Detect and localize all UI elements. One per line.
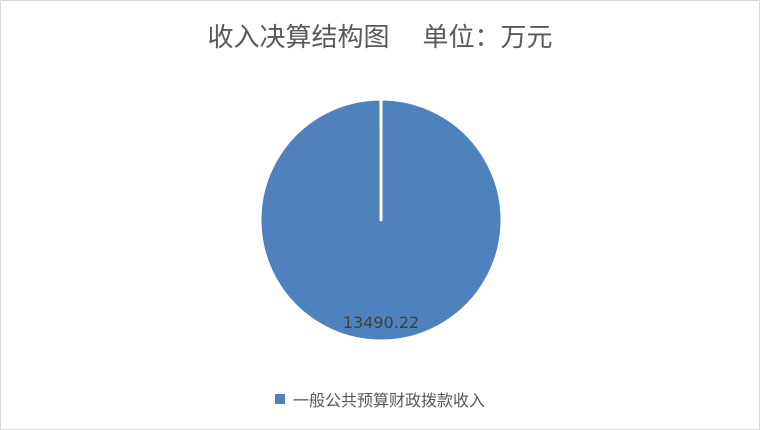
legend-label: 一般公共预算财政拨款收入 [292,391,485,410]
pie-slice [258,97,504,343]
legend: 一般公共预算财政拨款收入 [1,387,759,411]
chart-title: 收入决算结构图 单位：万元 [207,23,553,53]
legend-swatch [274,394,285,404]
data-label: 13490.22 [343,313,419,332]
